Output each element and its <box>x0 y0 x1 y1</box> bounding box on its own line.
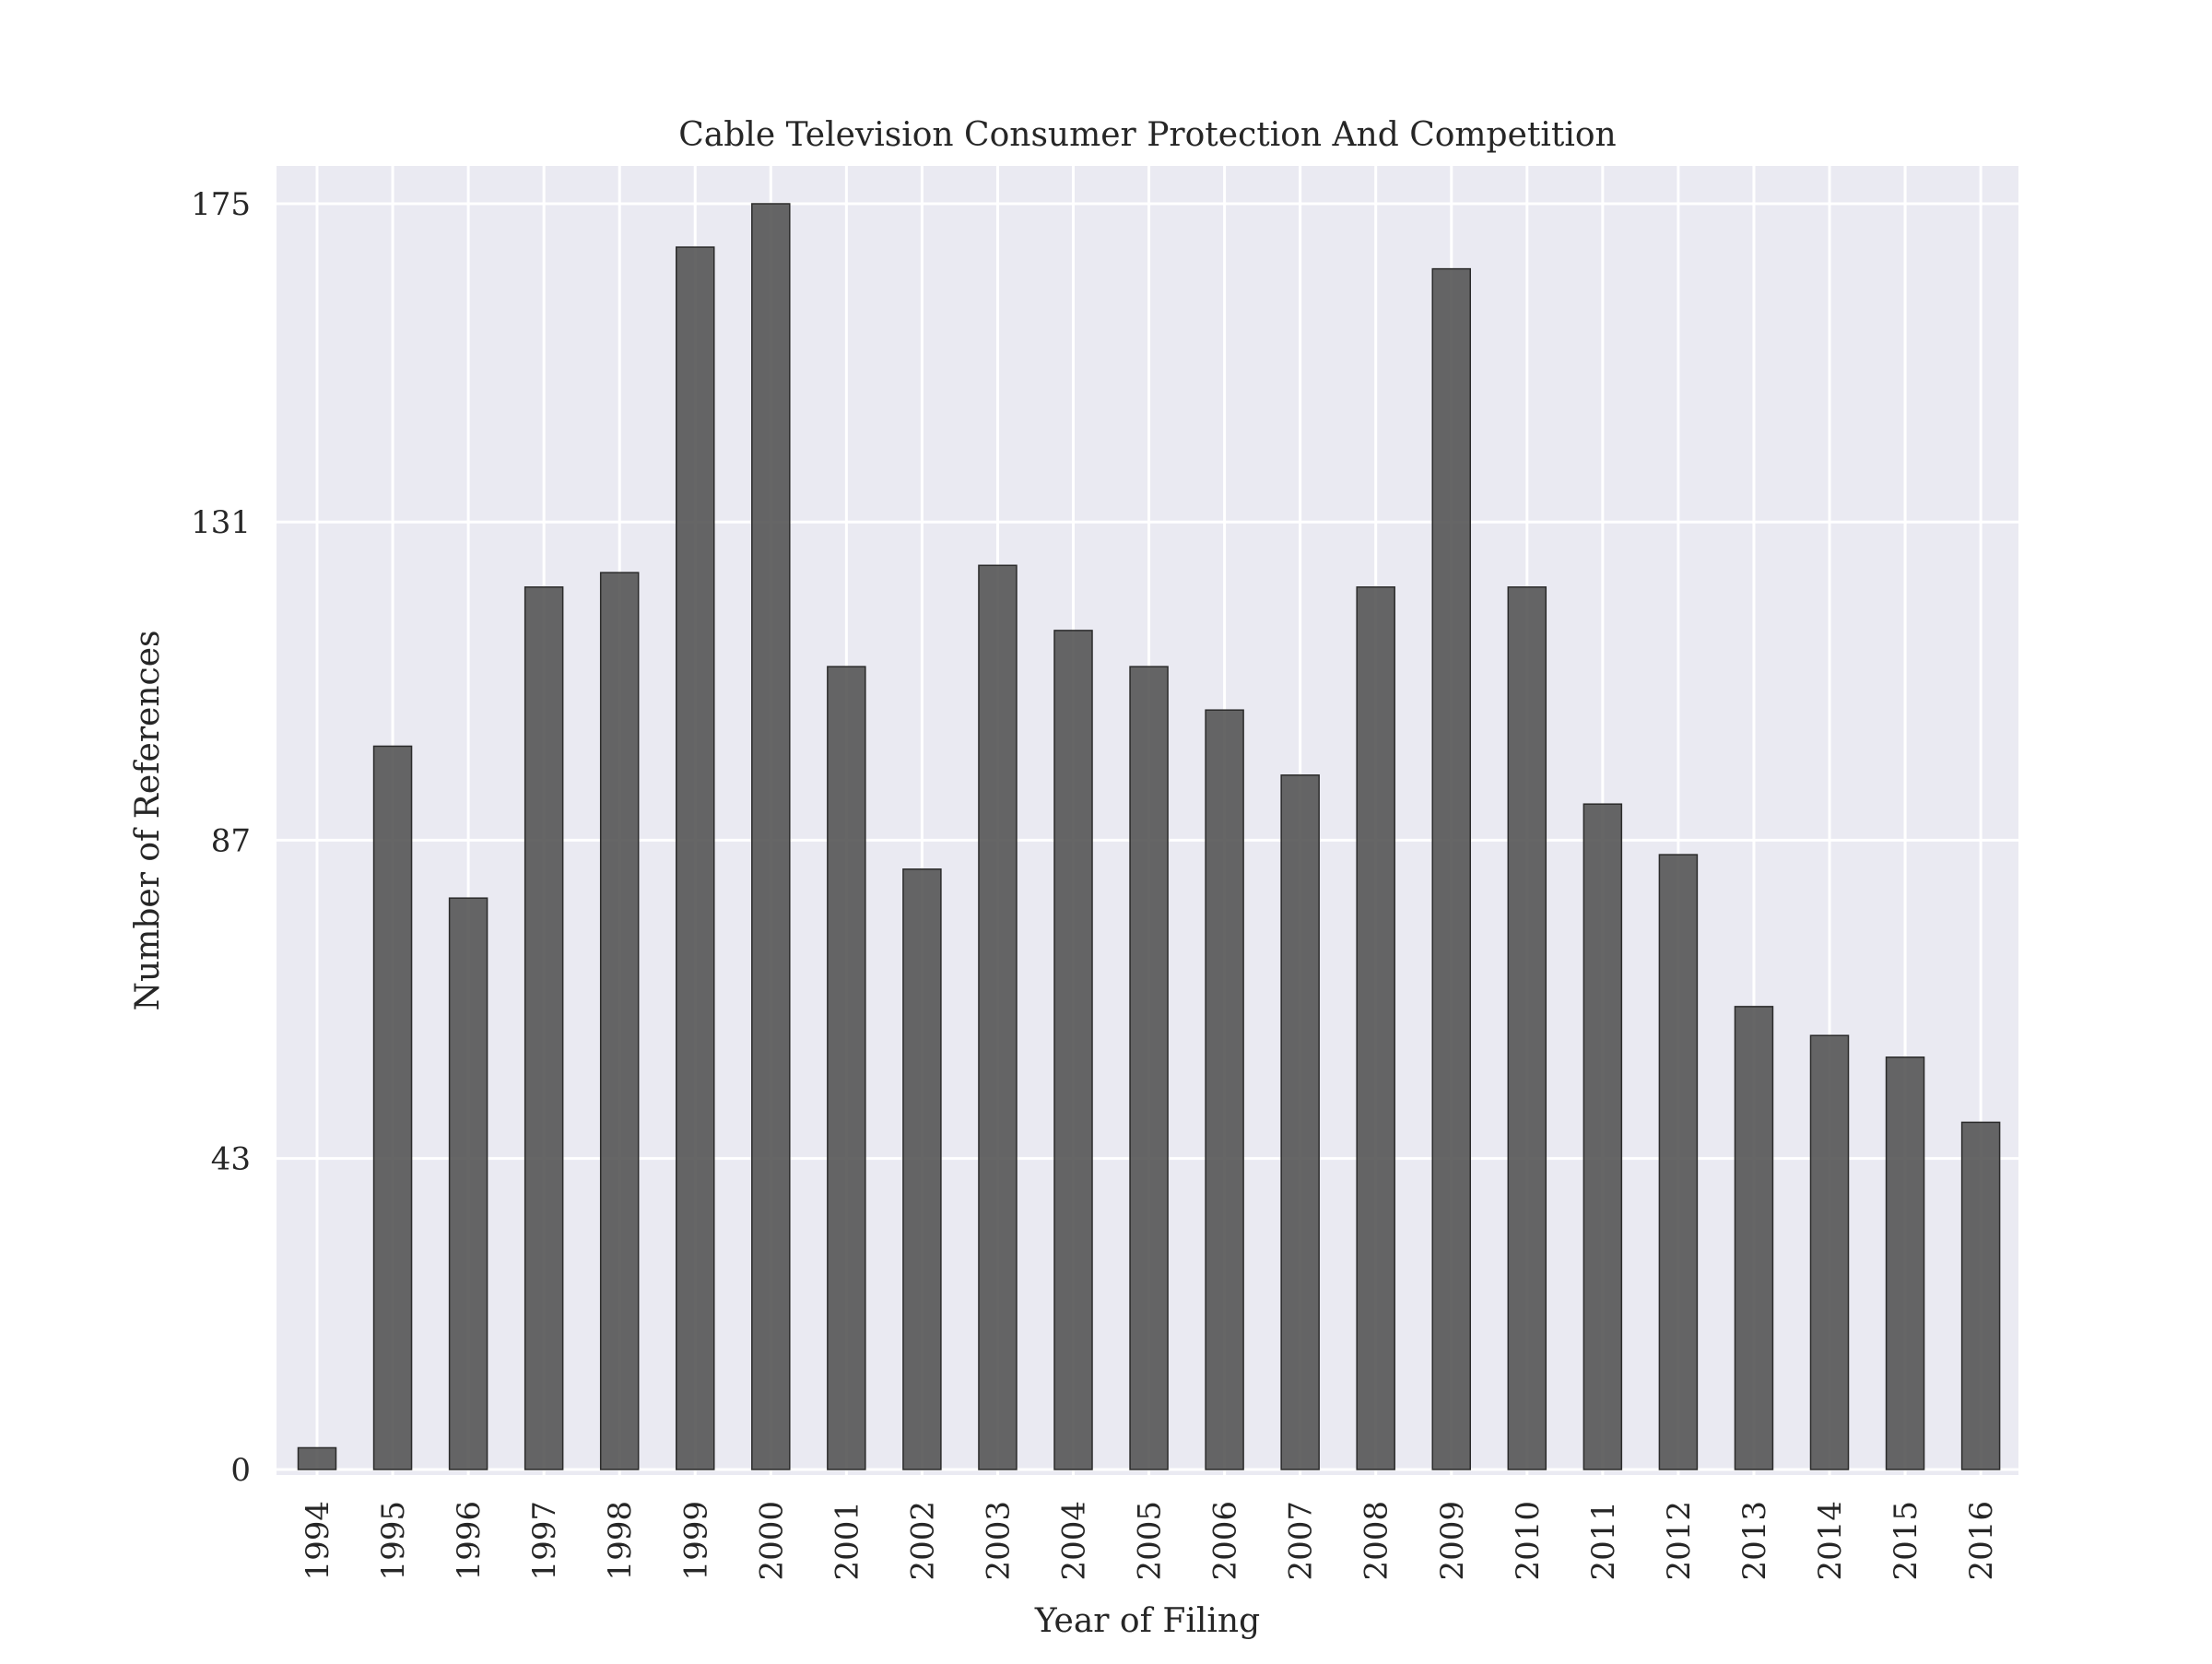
x-ticks: 1994 1995 1996 1997 1998 1999 2000 2001 2002 2003… <box>300 1501 2000 1581</box>
x-tick-label: 2006 <box>1207 1501 1244 1581</box>
x-tick-label: 1994 <box>300 1501 336 1581</box>
bar-2005 <box>1129 666 1169 1470</box>
bar-2000 <box>751 203 791 1470</box>
bar-2010 <box>1507 586 1547 1470</box>
x-tick-label: 1999 <box>677 1501 714 1581</box>
x-tick-label: 2013 <box>1736 1501 1773 1581</box>
bar-2006 <box>1205 709 1244 1470</box>
x-tick-label: 2003 <box>980 1501 1017 1581</box>
x-axis-label: Year of Filing <box>1034 1602 1260 1640</box>
bar-2004 <box>1053 630 1093 1470</box>
x-tick-label: 2015 <box>1888 1501 1924 1581</box>
bar-2002 <box>902 868 942 1470</box>
bar-2012 <box>1658 854 1699 1470</box>
bar-1996 <box>448 897 488 1470</box>
bar-2016 <box>1960 1121 2001 1470</box>
y-tick-label: 43 <box>211 1141 251 1178</box>
bar-2007 <box>1280 774 1320 1470</box>
bar-1998 <box>599 572 640 1470</box>
bar-2015 <box>1885 1056 1925 1470</box>
x-tick-label: 2002 <box>904 1501 941 1581</box>
x-tick-label: 2000 <box>753 1501 790 1581</box>
bar-2011 <box>1583 803 1623 1470</box>
bar-2001 <box>827 666 866 1470</box>
y-ticks: 0 43 87 131 175 <box>191 186 251 1489</box>
x-tick-label: 2005 <box>1132 1501 1169 1581</box>
x-tick-label: 2001 <box>829 1501 865 1581</box>
bars <box>297 203 2001 1470</box>
bar-2009 <box>1431 267 1471 1470</box>
x-tick-label: 2008 <box>1359 1501 1395 1581</box>
bar-2014 <box>1809 1034 1850 1470</box>
y-tick-label: 175 <box>191 186 251 223</box>
x-tick-label: 2010 <box>1510 1501 1547 1581</box>
y-tick-label: 87 <box>211 822 251 859</box>
x-tick-label: 2009 <box>1434 1501 1471 1581</box>
bar-1994 <box>297 1446 337 1470</box>
x-tick-label: 2014 <box>1812 1501 1849 1581</box>
x-tick-label: 2016 <box>1963 1501 2000 1581</box>
y-tick-label: 131 <box>191 504 251 541</box>
bar-1999 <box>676 246 715 1470</box>
bar-2013 <box>1734 1006 1774 1470</box>
x-tick-label: 2011 <box>1585 1501 1622 1581</box>
chart-title: Cable Television Consumer Protection And… <box>678 116 1616 154</box>
x-tick-label: 2012 <box>1661 1501 1698 1581</box>
x-tick-label: 1998 <box>602 1501 639 1581</box>
bar-1995 <box>372 745 413 1470</box>
bar-2008 <box>1356 586 1395 1470</box>
bar-2003 <box>978 564 1018 1470</box>
x-tick-label: 1995 <box>375 1501 412 1581</box>
y-axis-label: Number of References <box>129 631 167 1011</box>
x-tick-label: 1997 <box>526 1501 563 1581</box>
x-tick-label: 2007 <box>1283 1501 1320 1581</box>
x-tick-label: 2004 <box>1056 1501 1093 1581</box>
bar-1997 <box>524 586 564 1470</box>
x-tick-label: 1996 <box>451 1501 488 1581</box>
y-tick-label: 0 <box>230 1452 251 1489</box>
